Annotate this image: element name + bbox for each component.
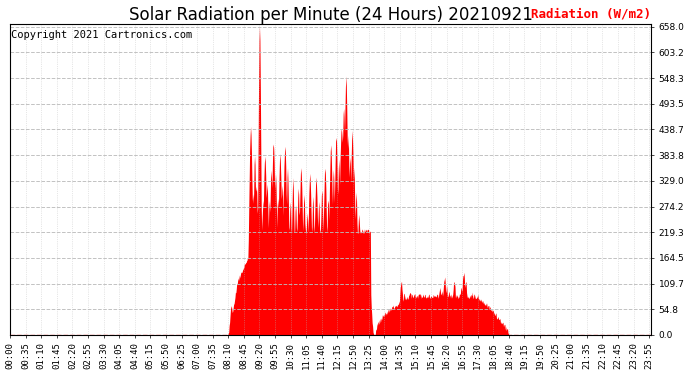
Title: Solar Radiation per Minute (24 Hours) 20210921: Solar Radiation per Minute (24 Hours) 20… [128, 6, 533, 24]
Text: Radiation (W/m2): Radiation (W/m2) [531, 8, 651, 21]
Text: Copyright 2021 Cartronics.com: Copyright 2021 Cartronics.com [11, 30, 193, 40]
